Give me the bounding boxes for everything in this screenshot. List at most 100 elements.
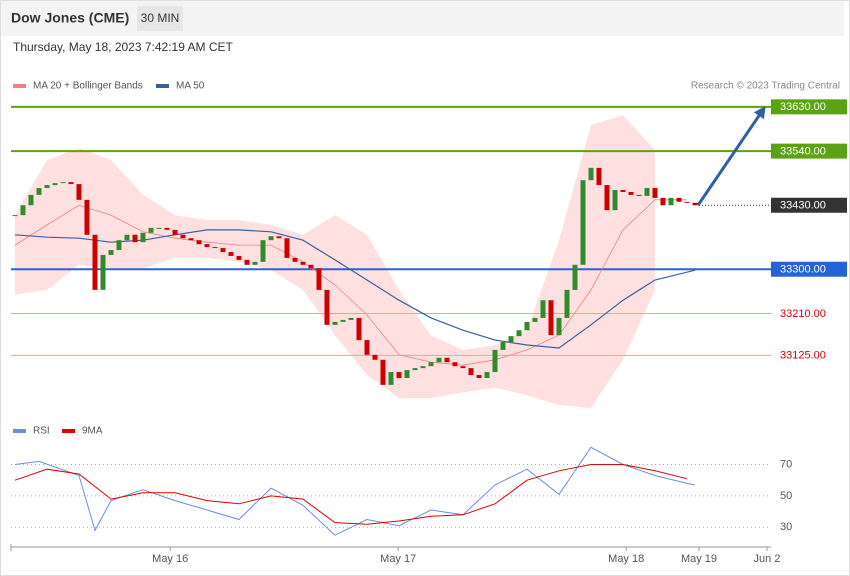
level-badge	[771, 261, 847, 277]
candle	[684, 201, 690, 203]
y-tick-label: 50	[780, 490, 792, 502]
candle	[452, 362, 458, 367]
candle	[172, 229, 178, 235]
candle	[276, 236, 282, 239]
level-badge	[771, 197, 847, 213]
candle	[652, 188, 658, 198]
legend-swatch	[62, 429, 75, 433]
y-tick-label: 30	[780, 521, 792, 533]
candle	[228, 252, 234, 256]
candle	[660, 197, 666, 206]
candle	[84, 199, 90, 235]
candle	[108, 250, 114, 255]
level-label: 33125.00	[780, 350, 826, 362]
rsi-line	[14, 464, 688, 525]
candle	[420, 366, 426, 369]
candle	[68, 182, 74, 185]
instrument-title: Dow Jones (CME)	[11, 10, 129, 26]
level-label: 33540.00	[780, 146, 826, 158]
y-tick-label: 70	[780, 458, 792, 470]
candle	[604, 185, 610, 211]
candle	[268, 236, 274, 241]
x-tick-label: May 17	[380, 553, 416, 565]
candle	[76, 184, 82, 200]
x-tick-label: May 19	[681, 553, 717, 565]
candle	[44, 185, 50, 189]
candle	[412, 368, 418, 371]
legend-label: 9MA	[82, 426, 103, 437]
candle	[460, 366, 466, 369]
candle	[428, 362, 434, 367]
candle	[476, 375, 482, 378]
candle	[244, 259, 250, 265]
candle	[204, 244, 210, 248]
candle	[668, 197, 674, 206]
candle	[620, 190, 626, 192]
candle	[676, 197, 682, 202]
credit: Research © 2023 Trading Central	[691, 81, 840, 92]
candle	[436, 357, 442, 363]
candle	[52, 183, 58, 186]
rsi-line	[14, 446, 696, 536]
candle	[308, 264, 314, 269]
level-label: 33430.00	[780, 200, 826, 212]
candle	[28, 194, 34, 206]
candle	[548, 300, 554, 336]
candle	[324, 289, 330, 325]
candle	[148, 227, 154, 233]
candle	[92, 234, 98, 290]
candle	[588, 167, 594, 181]
candle	[484, 372, 490, 378]
level-label: 33630.00	[780, 101, 826, 113]
candle	[388, 372, 394, 385]
candle	[492, 349, 498, 373]
candle	[628, 191, 634, 195]
timestamp: Thursday, May 18, 2023 7:42:19 AM CET	[13, 40, 234, 54]
candle	[220, 248, 226, 252]
candle	[692, 202, 698, 206]
candle	[380, 359, 386, 385]
candle	[636, 194, 642, 196]
level-badge	[771, 143, 847, 159]
level-label: 33210.00	[780, 308, 826, 320]
candle	[124, 234, 130, 241]
candle	[468, 368, 474, 376]
candle	[500, 342, 506, 350]
candle	[508, 336, 514, 343]
level-badge	[771, 99, 847, 115]
candle	[284, 238, 290, 258]
bollinger-band	[15, 115, 655, 408]
candle	[212, 247, 218, 249]
x-tick-label: May 16	[152, 553, 188, 565]
ma-line	[14, 229, 696, 349]
candle	[444, 357, 450, 363]
candle	[132, 234, 138, 243]
candle	[196, 240, 202, 245]
candle	[516, 330, 522, 337]
candle	[372, 354, 378, 360]
candle	[20, 205, 26, 216]
candle	[580, 180, 586, 265]
candle	[612, 190, 618, 211]
candle	[252, 261, 258, 265]
candle	[12, 215, 18, 217]
candle	[572, 264, 578, 290]
candle	[524, 321, 530, 331]
legend-swatch	[13, 84, 26, 88]
candle	[60, 182, 66, 184]
candle	[116, 240, 122, 251]
interval-badge[interactable]	[137, 6, 183, 31]
candle	[356, 317, 362, 341]
legend-swatch	[13, 429, 26, 433]
candle	[316, 268, 322, 290]
candle	[164, 227, 170, 230]
candle	[180, 234, 186, 239]
candle	[596, 167, 602, 186]
interval[interactable]: 30 MIN	[141, 11, 180, 25]
legend-label: RSI	[33, 426, 50, 437]
candle	[260, 240, 266, 262]
candle	[340, 319, 346, 322]
ma-line	[14, 199, 687, 366]
candle	[348, 317, 354, 320]
